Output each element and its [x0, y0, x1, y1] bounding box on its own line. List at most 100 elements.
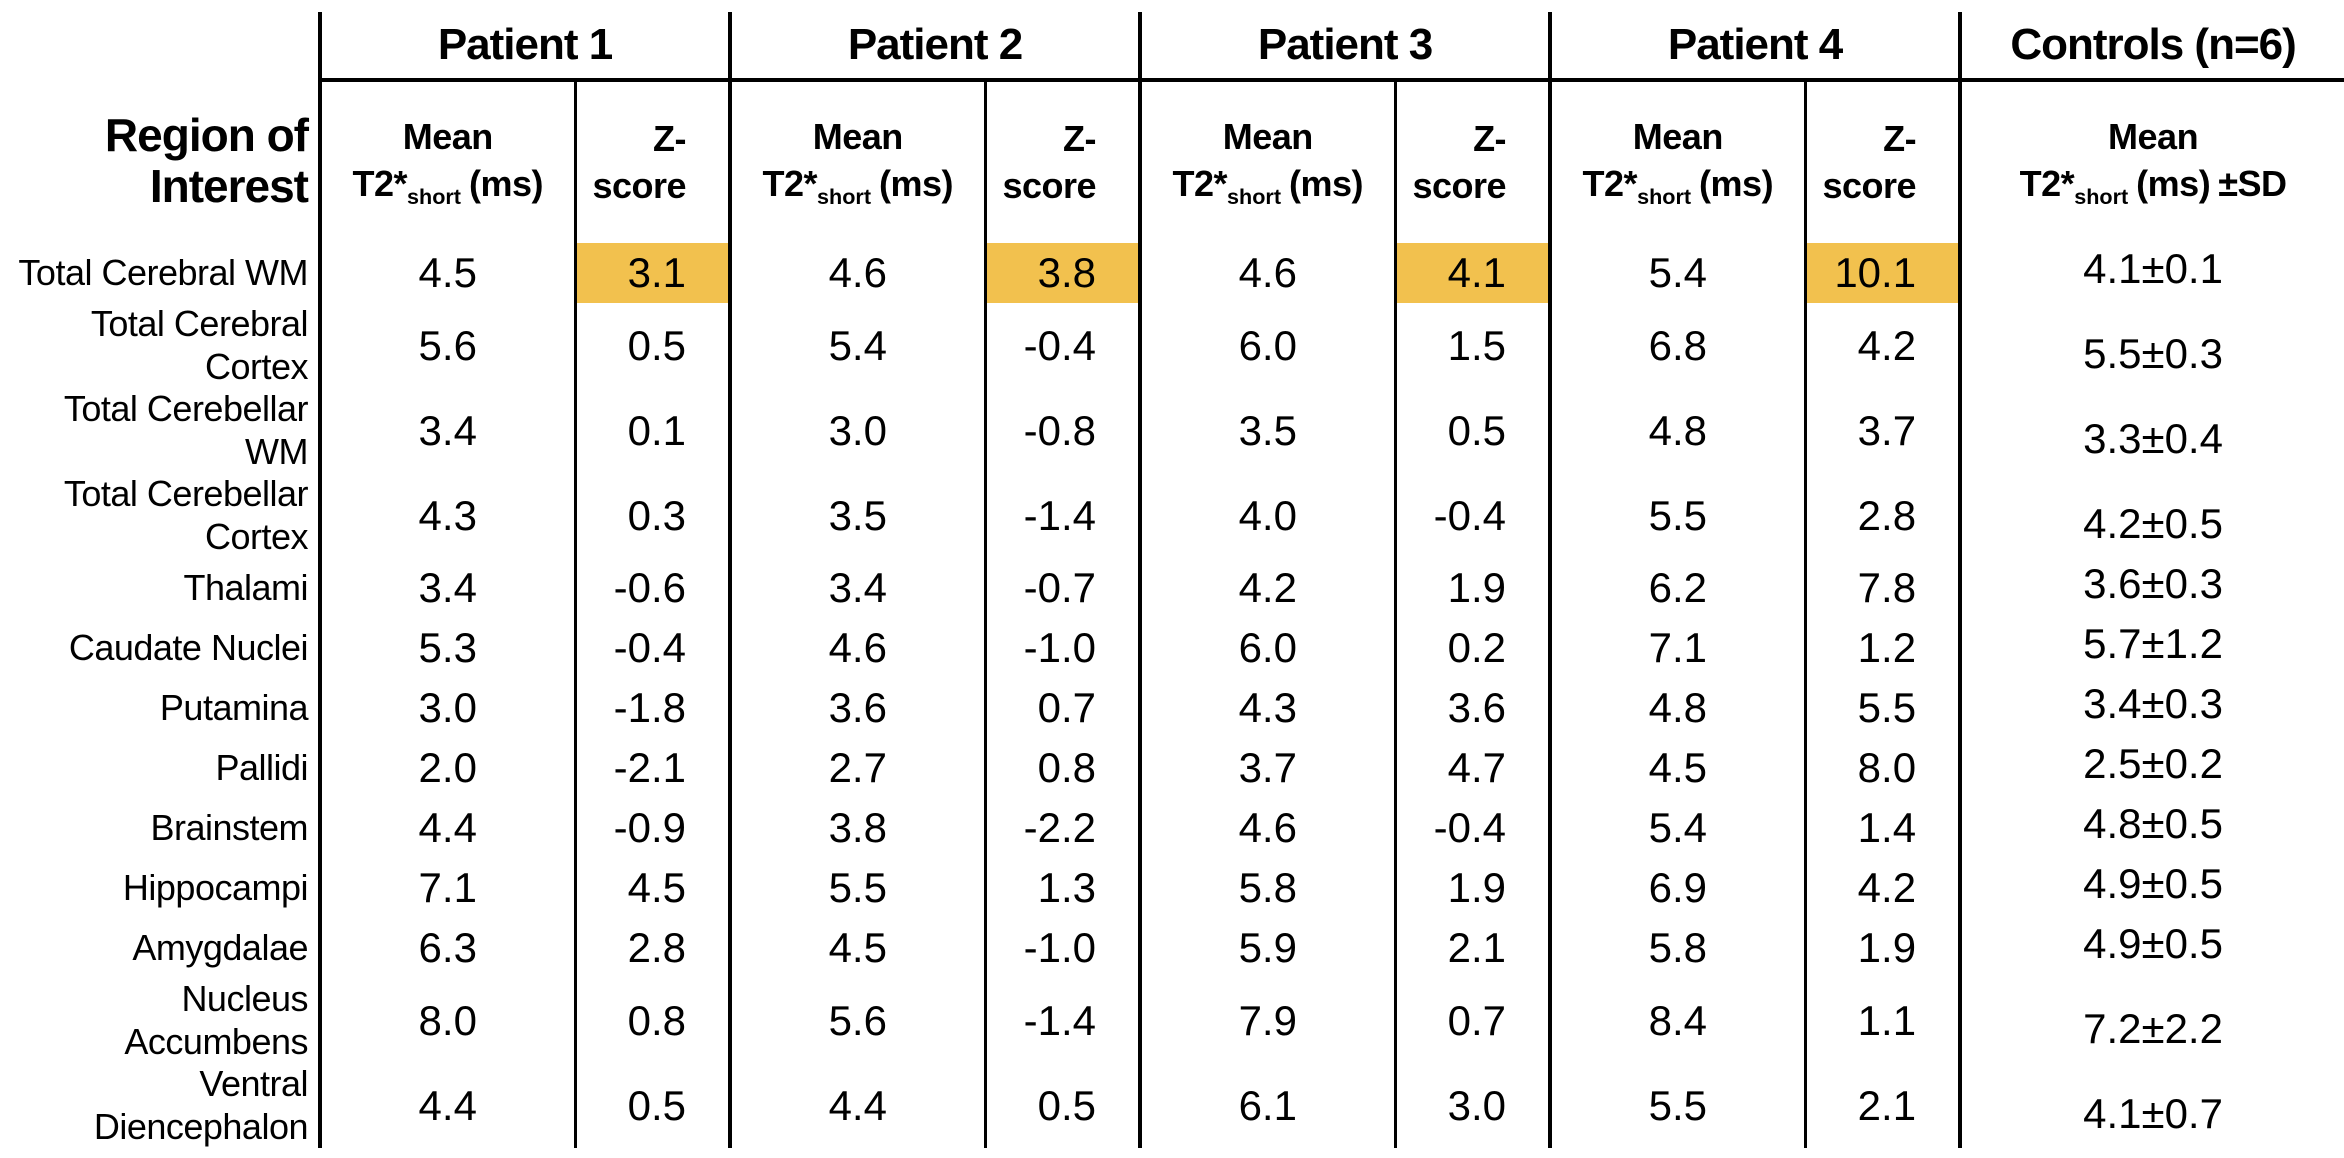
- controls-value: 5.5±0.3: [1958, 303, 2344, 388]
- p3-z-value: 0.5: [1393, 388, 1551, 473]
- p1-mean-value: 4.3: [318, 473, 575, 558]
- p2-mean-value: 5.6: [728, 978, 986, 1063]
- controls-value: 2.5±0.2: [1958, 738, 2344, 798]
- table-row-brainstem: Brainstem 4.4 -0.9 3.8 -2.2 4.6 -0.4 5.4…: [0, 798, 2344, 858]
- p3-z-value: 1.9: [1393, 858, 1551, 918]
- p3-z-value: 4.7: [1393, 738, 1551, 798]
- p2-mean-value: 2.7: [728, 738, 986, 798]
- region-label: Putamina: [159, 686, 309, 728]
- p3-mean-value: 6.0: [1138, 303, 1396, 388]
- ms-unit-label: (ms): [879, 162, 954, 204]
- p4-z-value: 5.5: [1803, 678, 1961, 738]
- p1-mean-value: 7.1: [318, 858, 575, 918]
- t2-subscript: short: [2074, 183, 2129, 209]
- p2-z-value: -2.2: [983, 798, 1141, 858]
- p4-z-value: 4.2: [1803, 858, 1961, 918]
- p4-mean-value: 4.8: [1548, 678, 1806, 738]
- p1-mean-value: 8.0: [318, 978, 575, 1063]
- controls-value: 7.2±2.2: [1958, 978, 2344, 1063]
- controls-value: 3.6±0.3: [1958, 558, 2344, 618]
- p2-z-value: 0.8: [983, 738, 1141, 798]
- p2-mean-value: 5.4: [728, 303, 986, 388]
- region-label: Nucleus Accumbens: [124, 978, 308, 1062]
- p1-mean-value: 4.5: [318, 243, 575, 303]
- ms-unit-label: (ms): [469, 162, 544, 204]
- p2-mean-value: 3.8: [728, 798, 986, 858]
- p1-z-value: -0.4: [573, 618, 731, 678]
- p3-mean-value: 3.5: [1138, 388, 1396, 473]
- p1-mean-value: 2.0: [318, 738, 575, 798]
- region-label: Brainstem: [150, 806, 308, 848]
- t2-subscript: short: [817, 183, 872, 209]
- controls-value: 5.7±1.2: [1958, 618, 2344, 678]
- ms-unit-label: (ms): [2136, 162, 2211, 204]
- p4-mean-value: 5.5: [1548, 473, 1806, 558]
- p2-mean-value: 3.6: [728, 678, 986, 738]
- p2-z-value-highlighted: 3.8: [983, 243, 1141, 303]
- p3-mean-value: 4.6: [1138, 243, 1396, 303]
- p2-mean-value: 4.4: [728, 1063, 986, 1148]
- p1-z-value: 0.3: [573, 473, 731, 558]
- p1-z-value: 4.5: [573, 858, 731, 918]
- p3-mean-value: 4.3: [1138, 678, 1396, 738]
- t2-label: T2*: [2019, 162, 2075, 204]
- region-label: Total Cerebral Cortex: [90, 303, 309, 387]
- controls-value: 4.1±0.1: [1958, 243, 2344, 303]
- p1-z-value: -0.6: [573, 558, 731, 618]
- region-label: Total Cerebellar WM: [63, 388, 309, 472]
- p1-mean-value: 3.0: [318, 678, 575, 738]
- t2-subscript: short: [1227, 183, 1282, 209]
- controls-mean-sd-header: Mean T2*short (ms) ±SD: [1958, 80, 2344, 243]
- p4-mean-value: 4.8: [1548, 388, 1806, 473]
- p3-mean-value: 6.0: [1138, 618, 1396, 678]
- p3-z-value-highlighted: 4.1: [1393, 243, 1551, 303]
- p3-mean-value: 4.2: [1138, 558, 1396, 618]
- p2-mean-value: 4.6: [728, 243, 986, 303]
- patient-1-header: Patient 1: [317, 12, 731, 82]
- ms-unit-label: (ms): [1699, 162, 1774, 204]
- p3-mean-value: 5.9: [1138, 918, 1396, 978]
- region-label: Ventral Diencephalon: [93, 1063, 309, 1147]
- p3-mean-value: 5.8: [1138, 858, 1396, 918]
- p4-mean-value: 6.2: [1548, 558, 1806, 618]
- controls-value: 3.3±0.4: [1958, 388, 2344, 473]
- p2-mean-value: 3.0: [728, 388, 986, 473]
- p3-mean-t2-header: Mean T2*short (ms): [1138, 80, 1396, 243]
- region-label: Pallidi: [215, 746, 308, 788]
- p2-z-value: 0.5: [983, 1063, 1141, 1148]
- p1-mean-t2-header: Mean T2*short (ms): [318, 80, 575, 243]
- p2-mean-value: 3.5: [728, 473, 986, 558]
- t2-label: T2*: [762, 162, 818, 204]
- p1-z-value: 0.5: [573, 1063, 731, 1148]
- controls-value: 4.9±0.5: [1958, 918, 2344, 978]
- p2-z-value: -1.4: [983, 978, 1141, 1063]
- p3-z-value: 0.2: [1393, 618, 1551, 678]
- region-label: Total Cerebellar Cortex: [63, 473, 309, 557]
- mean-label: Mean: [1632, 115, 1724, 157]
- p3-z-value: -0.4: [1393, 473, 1551, 558]
- p3-mean-value: 3.7: [1138, 738, 1396, 798]
- sd-suffix-label: ±SD: [2218, 162, 2287, 204]
- p4-z-value: 2.1: [1803, 1063, 1961, 1148]
- patient-2-header: Patient 2: [728, 12, 1141, 82]
- p3-mean-value: 6.1: [1138, 1063, 1396, 1148]
- p1-z-value: 0.8: [573, 978, 731, 1063]
- table-row-hippocampi: Hippocampi 7.1 4.5 5.5 1.3 5.8 1.9 6.9 4…: [0, 858, 2344, 918]
- table-row-amygdalae: Amygdalae 6.3 2.8 4.5 -1.0 5.9 2.1 5.8 1…: [0, 918, 2344, 978]
- mean-label: Mean: [1222, 115, 1314, 157]
- p2-z-score-header: Z-score: [983, 80, 1141, 243]
- p4-mean-value: 6.8: [1548, 303, 1806, 388]
- p2-z-value: -1.4: [983, 473, 1141, 558]
- p2-mean-value: 3.4: [728, 558, 986, 618]
- p4-z-score-header: Z-score: [1803, 80, 1961, 243]
- p1-mean-value: 3.4: [318, 558, 575, 618]
- controls-header: Controls (n=6): [1958, 12, 2344, 82]
- p3-z-value: 0.7: [1393, 978, 1551, 1063]
- region-label: Hippocampi: [122, 866, 309, 908]
- p2-z-value: 0.7: [983, 678, 1141, 738]
- measure-header-row: Mean T2*short (ms) Z-score Mean T2*short (ms…: [0, 80, 2344, 243]
- p4-z-value: 1.4: [1803, 798, 1961, 858]
- controls-value: 4.1±0.7: [1958, 1063, 2344, 1148]
- p1-z-score-header: Z-score: [573, 80, 731, 243]
